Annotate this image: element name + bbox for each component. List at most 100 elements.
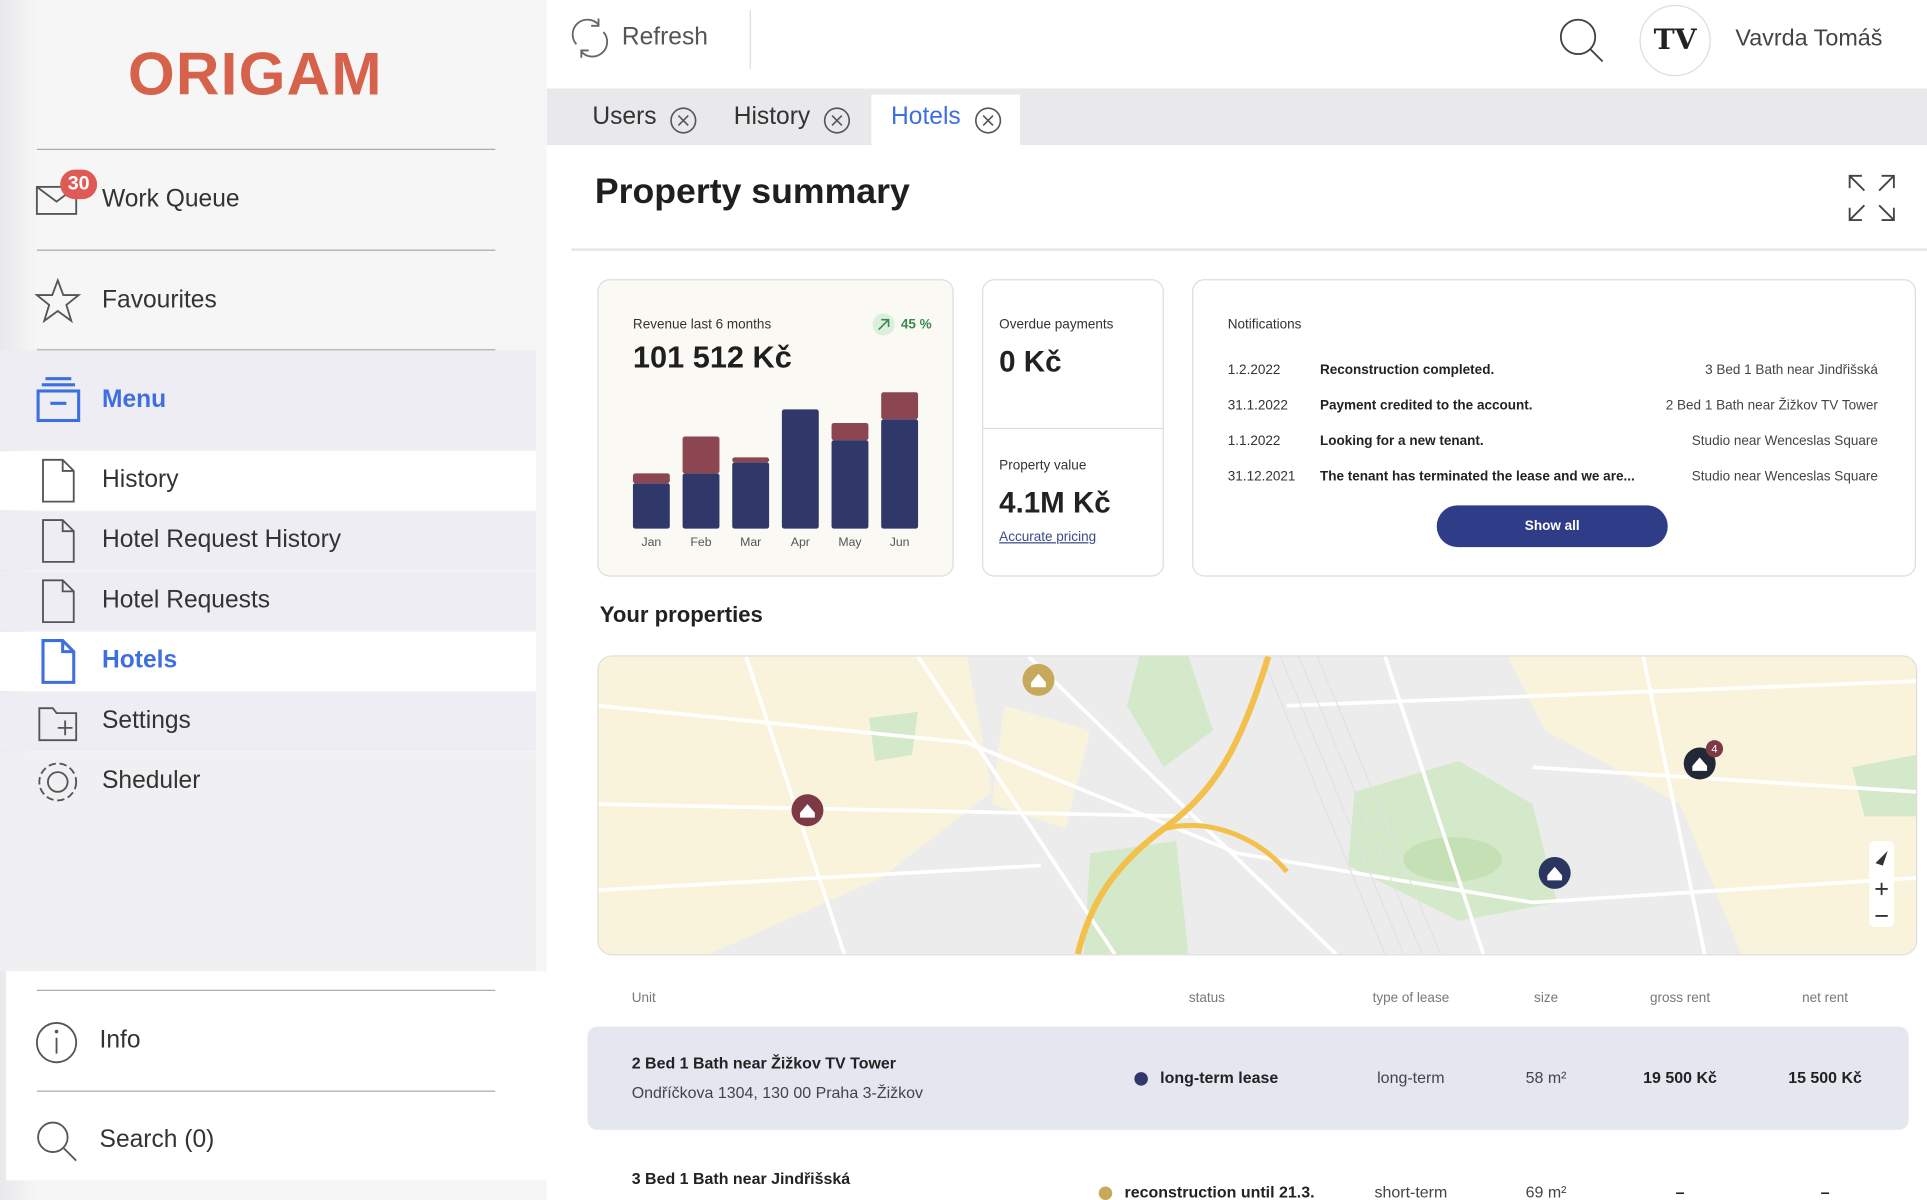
table-row[interactable]	[587, 1026, 1909, 1130]
unit-name: 3 Bed 1 Bath near Jindřišská	[631, 1169, 851, 1188]
card-label: Notifications	[1227, 317, 1302, 332]
tab[interactable]: Users	[592, 103, 657, 131]
size: 69 m²	[1525, 1182, 1567, 1200]
column-header: size	[1534, 990, 1559, 1006]
notification-unit: 2 Bed 1 Bath near Žižkov TV Tower	[1665, 398, 1878, 414]
nav-item[interactable]: Work Queue	[102, 185, 240, 213]
column-header: Unit	[631, 990, 656, 1006]
nav-row[interactable]	[0, 752, 536, 812]
nav-item[interactable]: Hotel Requests	[102, 586, 271, 614]
bar	[881, 419, 919, 529]
column-header: gross rent	[1649, 990, 1711, 1006]
tab-close[interactable]	[973, 106, 1002, 136]
header: Refresh TV Vavrda Tomáš	[546, 0, 1927, 89]
change: 45 %	[900, 317, 932, 332]
kpi-card	[981, 279, 1164, 577]
notification-text: Looking for a new tenant.	[1319, 434, 1484, 449]
nav-icon	[38, 762, 78, 802]
nav-item[interactable]: Hotels	[102, 646, 178, 674]
overdue-amount: 0 Kč	[999, 345, 1062, 379]
divider	[571, 248, 1927, 251]
nav-item[interactable]: Hotel Request History	[102, 526, 342, 554]
lease: short-term	[1374, 1182, 1448, 1200]
sidebar-footer	[6, 971, 547, 1181]
size: 58 m²	[1525, 1068, 1567, 1087]
nav-item[interactable]: Sheduler	[102, 767, 201, 795]
tab[interactable]: Hotels	[891, 103, 961, 131]
nav-row[interactable]	[0, 692, 536, 752]
column-header: net rent	[1802, 990, 1848, 1006]
map-badge: 4	[1711, 743, 1717, 755]
menu-row[interactable]	[0, 350, 536, 450]
x-tick-label: Apr	[791, 535, 810, 549]
nav-item[interactable]: Favourites	[102, 286, 217, 314]
gross-rent: 19 500 Kč	[1643, 1068, 1717, 1087]
bar	[781, 409, 819, 529]
link[interactable]: Accurate pricing	[999, 529, 1097, 545]
page-title: Property summary	[594, 172, 910, 212]
info-icon	[35, 1022, 78, 1064]
notification-text: The tenant has terminated the lease and …	[1319, 469, 1635, 485]
bar	[831, 422, 869, 441]
nav-row[interactable]	[0, 511, 536, 571]
chart: Jan Feb Mar Apr May Jun	[632, 392, 919, 549]
avatar[interactable]: TV	[1639, 4, 1711, 77]
notification-date: 31.1.2022	[1227, 398, 1288, 414]
lease: long-term	[1377, 1068, 1445, 1087]
x-tick-label: Mar	[740, 535, 761, 549]
notification-unit: 3 Bed 1 Bath near Jindřišská	[1705, 362, 1878, 378]
nav-item[interactable]: Search (0)	[99, 1126, 215, 1154]
bar	[632, 473, 670, 484]
property-value: 4.1M Kč	[999, 486, 1111, 521]
expand-icon[interactable]	[1847, 173, 1896, 222]
show-all-button[interactable]: Show all	[1436, 505, 1668, 548]
sidebar-fill	[0, 811, 536, 972]
map[interactable]: 4	[597, 655, 1918, 956]
active-tab	[871, 94, 1021, 146]
column-header: status	[1188, 990, 1225, 1006]
nav-row[interactable]	[0, 631, 536, 691]
search-icon	[37, 1121, 77, 1162]
refresh-button[interactable]: Refresh	[621, 23, 708, 51]
status: long-term lease	[1160, 1068, 1279, 1087]
notification-date: 1.1.2022	[1227, 434, 1281, 449]
nav-row[interactable]	[0, 571, 536, 631]
card-label: Revenue last 6 months	[632, 317, 772, 332]
card-label: Overdue payments	[999, 317, 1114, 332]
bar	[831, 440, 869, 529]
search-icon[interactable]	[1558, 17, 1605, 64]
tab-close[interactable]	[822, 106, 851, 136]
user-name[interactable]: Vavrda Tomáš	[1735, 25, 1883, 52]
bar	[632, 483, 670, 529]
status: reconstruction until 21.3.	[1124, 1182, 1315, 1200]
tab-close[interactable]	[669, 106, 698, 136]
revenue-amount: 101 512 Kč	[632, 340, 792, 375]
tab-bar	[546, 88, 1927, 146]
nav-icon	[38, 707, 78, 742]
tab[interactable]: History	[733, 103, 811, 131]
nav-item[interactable]: History	[102, 465, 179, 494]
x-tick-label: May	[838, 535, 862, 549]
menu-label[interactable]: Menu	[102, 386, 167, 414]
x-tick-label: Feb	[690, 535, 711, 549]
trend-icon	[872, 313, 895, 336]
notification-date: 1.2.2022	[1227, 362, 1281, 378]
bar	[881, 392, 919, 420]
section-title: Your properties	[599, 602, 763, 628]
status-dot	[1134, 1072, 1148, 1086]
bar	[732, 462, 770, 529]
notification-date: 31.12.2021	[1227, 469, 1296, 485]
notification-unit: Studio near Wenceslas Square	[1691, 469, 1878, 485]
nav-row[interactable]	[0, 451, 536, 511]
nav-item[interactable]: Info	[99, 1026, 141, 1054]
notification-unit: Studio near Wenceslas Square	[1691, 434, 1878, 449]
net-rent: 15 500 Kč	[1788, 1068, 1862, 1087]
refresh-icon[interactable]	[569, 17, 611, 59]
notification-text: Payment credited to the account.	[1319, 398, 1533, 414]
bar	[732, 457, 770, 463]
nav-item[interactable]: Settings	[102, 706, 191, 735]
unit-address: Ondříčkova 1304, 130 00 Praha 3-Žižkov	[631, 1083, 924, 1102]
logo: ORIGAM	[127, 41, 383, 109]
